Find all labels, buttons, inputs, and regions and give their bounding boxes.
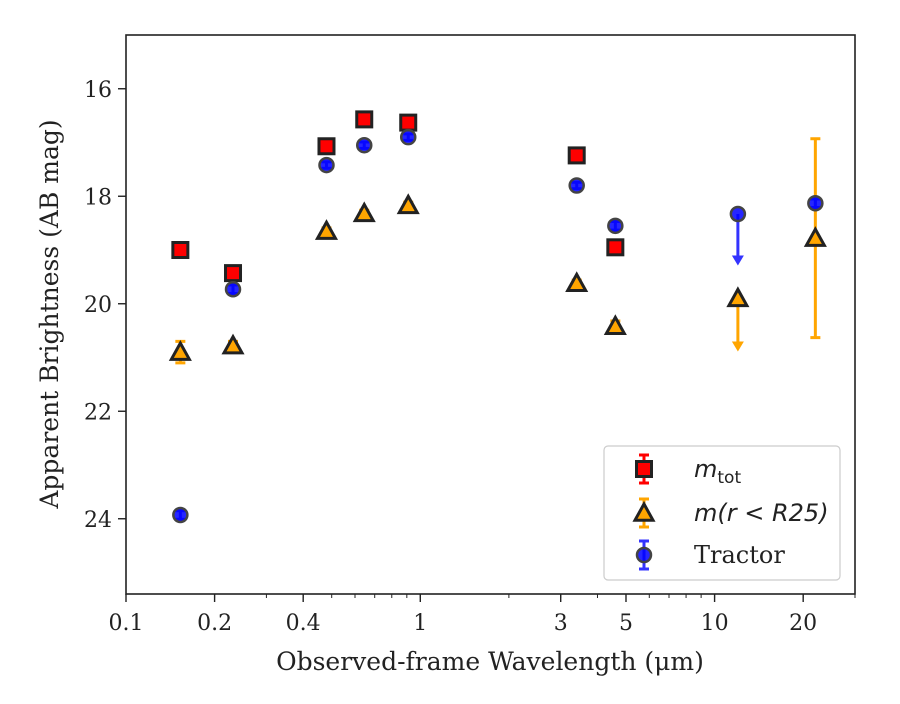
y-tick-label: 22	[84, 400, 112, 425]
y-axis-label: Apparent Brightness (AB mag)	[35, 119, 64, 509]
tractor-point	[399, 128, 417, 146]
y-tick-label: 20	[84, 293, 112, 318]
tractor-point	[729, 205, 747, 223]
x-tick-label: 20	[789, 611, 817, 636]
legend-label-mtot: mtot	[694, 455, 741, 488]
tractor-upper-limit-head	[731, 255, 744, 266]
legend-marker-mtot	[635, 460, 653, 478]
x-tick-label: 3	[554, 611, 568, 636]
mr25-point	[168, 340, 192, 361]
x-tick-label: 5	[619, 611, 633, 636]
mtot-point	[399, 113, 418, 132]
tractor-point	[807, 194, 824, 212]
x-tick-label: 10	[701, 611, 729, 636]
y-tick-label: 16	[84, 78, 112, 103]
legend-box	[603, 445, 841, 581]
tractor-point	[318, 156, 335, 174]
mtot-point	[317, 137, 336, 156]
y-tick-label: 24	[84, 508, 112, 533]
mr25-point	[803, 226, 827, 247]
mr25-point	[726, 286, 750, 308]
tractor-point	[224, 280, 242, 298]
x-tick-label: 0.2	[197, 611, 232, 636]
mr25-point	[565, 271, 589, 293]
mtot-point	[567, 146, 586, 165]
mr25-point	[396, 193, 420, 215]
x-tick-label: 0.4	[286, 611, 321, 636]
legend-label-tractor: Tractor	[694, 541, 785, 569]
legend-label-mr25: m(r < R25)	[694, 499, 829, 527]
y-tick-label: 18	[84, 185, 112, 210]
tractor-point	[355, 136, 373, 154]
plot-frame	[125, 34, 856, 595]
mr25-upper-limit-head	[731, 341, 744, 352]
x-tick-label: 0.1	[109, 611, 144, 636]
mr25-point	[221, 333, 245, 355]
mtot-point	[224, 264, 243, 283]
mr25-point	[603, 314, 627, 336]
tractor-point	[568, 177, 585, 194]
tractor-point	[607, 217, 624, 235]
mtot-point	[171, 241, 190, 259]
x-tick-label: 1	[413, 611, 427, 636]
x-axis-label: Observed-frame Wavelength (μm)	[276, 647, 704, 676]
tractor-point	[172, 506, 189, 524]
mtot-point	[355, 110, 374, 129]
mr25-point	[352, 201, 376, 223]
mtot-point	[606, 238, 625, 257]
legend-marker-tractor	[635, 546, 653, 564]
mr25-point	[314, 219, 339, 240]
legend-marker-mr25	[632, 500, 656, 522]
